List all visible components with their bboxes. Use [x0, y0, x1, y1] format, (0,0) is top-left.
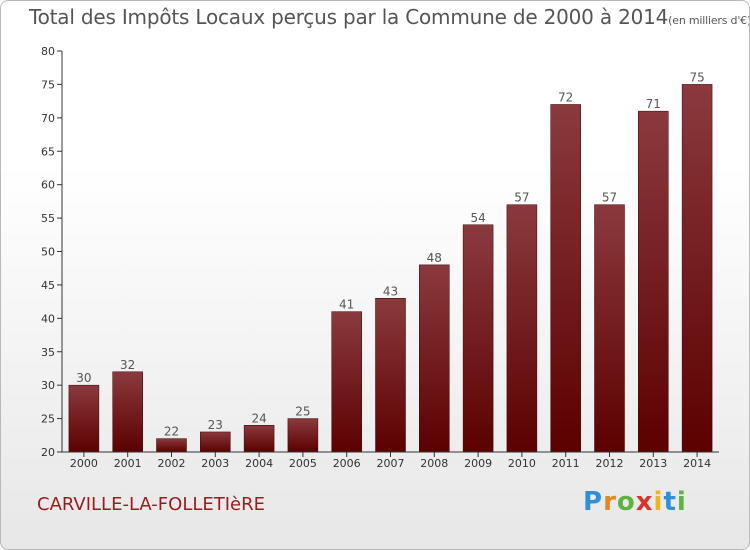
- chart-title: Total des Impôts Locaux perçus par la Co…: [29, 5, 750, 29]
- bar-2010: [506, 204, 538, 453]
- y-tick-label-80: 80: [41, 45, 55, 58]
- y-tick-label-55: 55: [41, 212, 55, 225]
- data-label-2006: 41: [339, 298, 354, 312]
- y-tick-label-65: 65: [41, 145, 55, 158]
- y-tick-label-35: 35: [41, 346, 55, 359]
- logo-letter: t: [663, 487, 677, 517]
- x-tick-label-2009: 2009: [464, 457, 492, 470]
- data-label-2007: 43: [383, 284, 398, 298]
- bar-2014: [681, 84, 713, 453]
- x-tick-label-2001: 2001: [114, 457, 142, 470]
- x-tick-label-2011: 2011: [552, 457, 580, 470]
- x-tick-label-2013: 2013: [639, 457, 667, 470]
- y-tick-label-50: 50: [41, 246, 55, 259]
- x-tick-label-2010: 2010: [508, 457, 536, 470]
- data-label-2012: 57: [602, 191, 617, 205]
- bar-2003: [200, 431, 231, 453]
- data-label-2013: 71: [646, 97, 661, 111]
- y-tick-label-25: 25: [41, 413, 55, 426]
- x-tick-label-2006: 2006: [333, 457, 361, 470]
- data-label-2001: 32: [120, 358, 135, 372]
- y-tick-label-20: 20: [41, 446, 55, 459]
- y-tick-label-70: 70: [41, 112, 55, 125]
- data-label-2003: 23: [208, 418, 223, 432]
- bar-2002: [156, 438, 187, 453]
- x-tick-label-2012: 2012: [596, 457, 624, 470]
- bar-2007: [375, 298, 406, 453]
- commune-name: CARVILLE-LA-FOLLETIèRE: [37, 494, 266, 515]
- bars-group: 30 32 22 23 24 25 41 43 48 54 57 72 57 71 75: [68, 70, 713, 453]
- bar-2012: [594, 204, 625, 453]
- y-tick-label-30: 30: [41, 379, 55, 392]
- x-tick-label-2008: 2008: [420, 457, 448, 470]
- x-tick-label-2000: 2000: [70, 457, 98, 470]
- bar-2006: [331, 311, 362, 453]
- proxiti-logo: Proxiti: [583, 487, 687, 517]
- logo-letter: i: [653, 487, 664, 517]
- y-tick-label-60: 60: [41, 179, 55, 192]
- unit-note: (en milliers d'€): [668, 14, 750, 27]
- data-label-2011: 72: [558, 90, 573, 104]
- logo-letter: r: [603, 487, 617, 517]
- data-label-2002: 22: [164, 425, 179, 439]
- x-tick-label-2003: 2003: [201, 457, 229, 470]
- data-label-2010: 57: [514, 191, 529, 205]
- x-tick-label-2002: 2002: [158, 457, 186, 470]
- bar-2009: [462, 224, 494, 453]
- bar-2004: [243, 425, 275, 453]
- bar-2001: [112, 371, 143, 453]
- bar-2013: [638, 110, 669, 453]
- data-label-2000: 30: [76, 371, 91, 385]
- data-label-2009: 54: [470, 211, 485, 225]
- y-tick-label-45: 45: [41, 279, 55, 292]
- x-tick-label-2004: 2004: [245, 457, 273, 470]
- bar-2008: [419, 264, 450, 453]
- logo-letter: i: [676, 487, 687, 517]
- x-tick-label-2005: 2005: [289, 457, 317, 470]
- x-tick-label-2007: 2007: [377, 457, 405, 470]
- title-text: Total des Impôts Locaux perçus par la Co…: [29, 5, 669, 29]
- axes-group: 2000 2001 2002 2003 2004 2005 2006 2007 2008 2009…: [41, 45, 719, 470]
- data-label-2005: 25: [295, 405, 310, 419]
- data-label-2014: 75: [689, 70, 704, 84]
- x-tick-label-2014: 2014: [683, 457, 711, 470]
- logo-letter: x: [635, 487, 654, 517]
- logo-letter: P: [583, 487, 604, 517]
- bar-2005: [287, 418, 319, 453]
- bar-2000: [68, 384, 100, 453]
- data-label-2004: 24: [251, 411, 266, 425]
- bar-2011: [550, 104, 581, 453]
- data-label-2008: 48: [427, 251, 442, 265]
- y-tick-label-75: 75: [41, 78, 55, 91]
- y-tick-label-40: 40: [41, 312, 55, 325]
- logo-letter: o: [616, 487, 636, 517]
